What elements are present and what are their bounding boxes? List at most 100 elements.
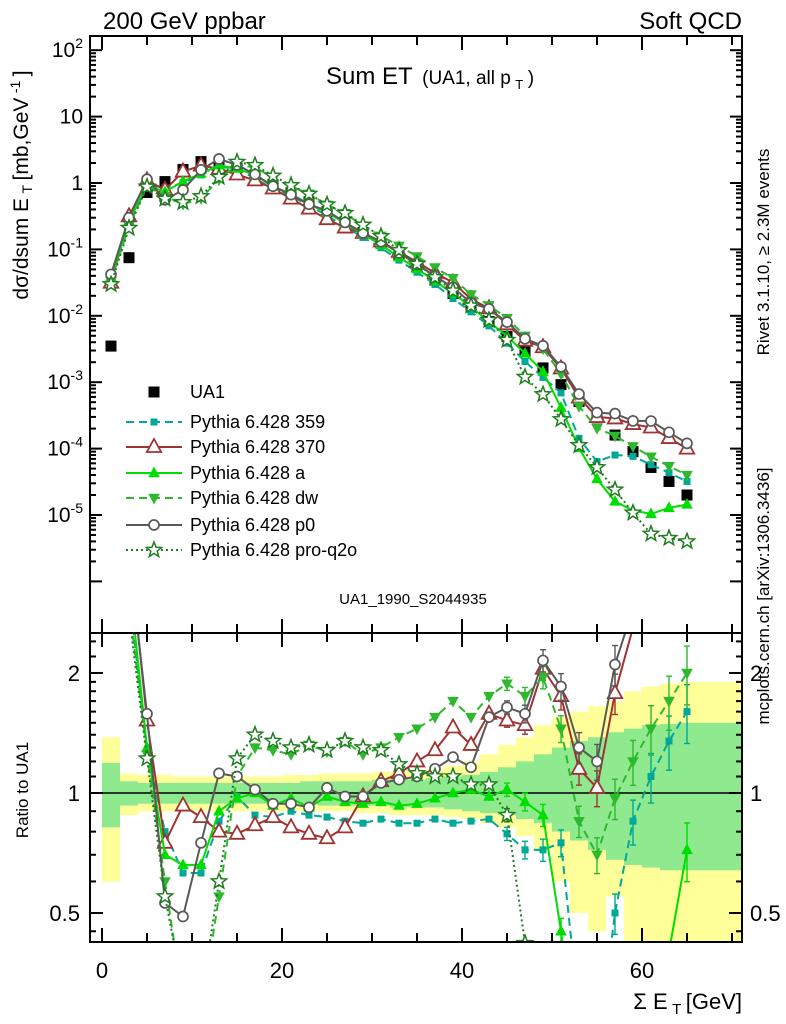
marker-open-triangle [644, 545, 658, 558]
marker-square [323, 813, 331, 821]
marker-open-star [443, 766, 463, 785]
marker-open-star [443, 280, 463, 299]
marker-open-star [209, 871, 229, 890]
marker-open-star [515, 366, 535, 386]
band-green-bin [570, 741, 588, 841]
series-line-370 [110, 164, 688, 450]
marker-triangle-up [537, 365, 549, 376]
marker-triangle-down [501, 679, 513, 691]
marker-triangle-down [195, 1009, 207, 1020]
ratio-tick-label-right: 1 [750, 781, 762, 806]
marker-open-triangle [588, 778, 606, 794]
marker-triangle-up [213, 804, 225, 816]
marker-open-circle [148, 519, 160, 531]
marker-open-star [137, 748, 157, 767]
marker-triangle-up [411, 797, 423, 808]
marker-open-star [553, 994, 568, 1008]
band-green-bin [660, 723, 678, 871]
marker-open-triangle [246, 815, 264, 832]
marker-open-circle [645, 415, 657, 427]
marker-triangle-down [267, 746, 279, 757]
marker-triangle-up [663, 501, 675, 513]
y-tick-label: 102 [52, 35, 83, 62]
y-tick-label: 10-2 [47, 301, 83, 328]
marker-open-star [587, 457, 607, 476]
marker-open-triangle [210, 821, 228, 838]
marker-open-circle [303, 198, 315, 211]
marker-square [377, 815, 385, 823]
marker-open-circle [267, 797, 279, 810]
ratio-line-359 [132, 634, 688, 941]
marker-open-triangle [104, 405, 118, 418]
marker-open-circle [501, 316, 513, 328]
legend-item-label: Pythia 6.428 a [190, 463, 306, 483]
marker-square [395, 819, 403, 827]
marker-open-triangle [318, 209, 336, 226]
marker-square [665, 469, 673, 477]
marker-open-triangle [174, 795, 192, 812]
marker-square [663, 475, 675, 487]
marker-open-circle [393, 773, 405, 786]
band-green-bin [534, 754, 552, 824]
rivet-version-note: Rivet 3.1.10, ≥ 2.3M events [754, 149, 773, 356]
marker-square [467, 308, 475, 316]
marker-open-circle [573, 388, 585, 400]
marker-open-star [659, 528, 679, 547]
marker-open-star [353, 214, 373, 234]
marker-open-circle [213, 767, 225, 780]
marker-triangle-down [573, 816, 585, 828]
marker-open-circle [321, 782, 333, 794]
marker-open-circle [465, 761, 477, 774]
marker-square [305, 811, 313, 819]
marker-open-triangle [156, 832, 174, 849]
marker-open-circle [303, 801, 315, 814]
marker-triangle-up [663, 945, 675, 956]
ratio-tick-label-left: 0.5 [49, 901, 80, 926]
marker-open-triangle [282, 817, 300, 834]
marker-open-star [193, 994, 208, 1008]
marker-open-star [227, 151, 247, 171]
marker-square [629, 452, 637, 460]
marker-square [148, 386, 160, 398]
marker-square [413, 819, 421, 827]
marker-open-star [137, 176, 157, 195]
marker-open-triangle [228, 823, 246, 840]
marker-square [521, 846, 529, 854]
y-tick-label: 10-3 [47, 367, 83, 394]
marker-open-circle [231, 770, 243, 783]
band-green-tail [696, 722, 741, 871]
marker-triangle-up [177, 858, 189, 870]
marker-open-circle [195, 164, 207, 176]
marker-triangle-down [429, 712, 441, 724]
marker-triangle-down [159, 877, 171, 888]
marker-open-star [389, 240, 409, 259]
marker-square [467, 817, 475, 825]
marker-open-star [461, 774, 481, 793]
marker-open-circle [591, 755, 603, 768]
marker-open-star [371, 740, 391, 759]
marker-square [683, 708, 691, 716]
marker-open-triangle [606, 683, 624, 700]
marker-open-star [623, 502, 643, 522]
marker-square [503, 830, 511, 838]
marker-open-star [389, 754, 409, 773]
marker-square [576, 1010, 583, 1017]
marker-triangle-up [501, 783, 513, 794]
main-panel [89, 35, 743, 634]
marker-triangle-down [447, 273, 459, 285]
ratio-curves [91, 399, 741, 1020]
marker-open-star [245, 724, 265, 743]
marker-open-star [155, 188, 175, 208]
marker-open-circle [285, 188, 297, 201]
marker-triangle-down [555, 724, 567, 736]
marker-triangle-down [411, 724, 423, 736]
marker-triangle-down [105, 399, 117, 410]
marker-open-star [425, 766, 445, 785]
marker-open-triangle [336, 817, 354, 834]
legend: UA1 Pythia 6.428 359 Pythia 6.428 370 Pythi… [126, 382, 357, 560]
marker-square [611, 909, 619, 917]
marker-open-star [605, 479, 625, 498]
marker-triangle-up [447, 786, 459, 798]
